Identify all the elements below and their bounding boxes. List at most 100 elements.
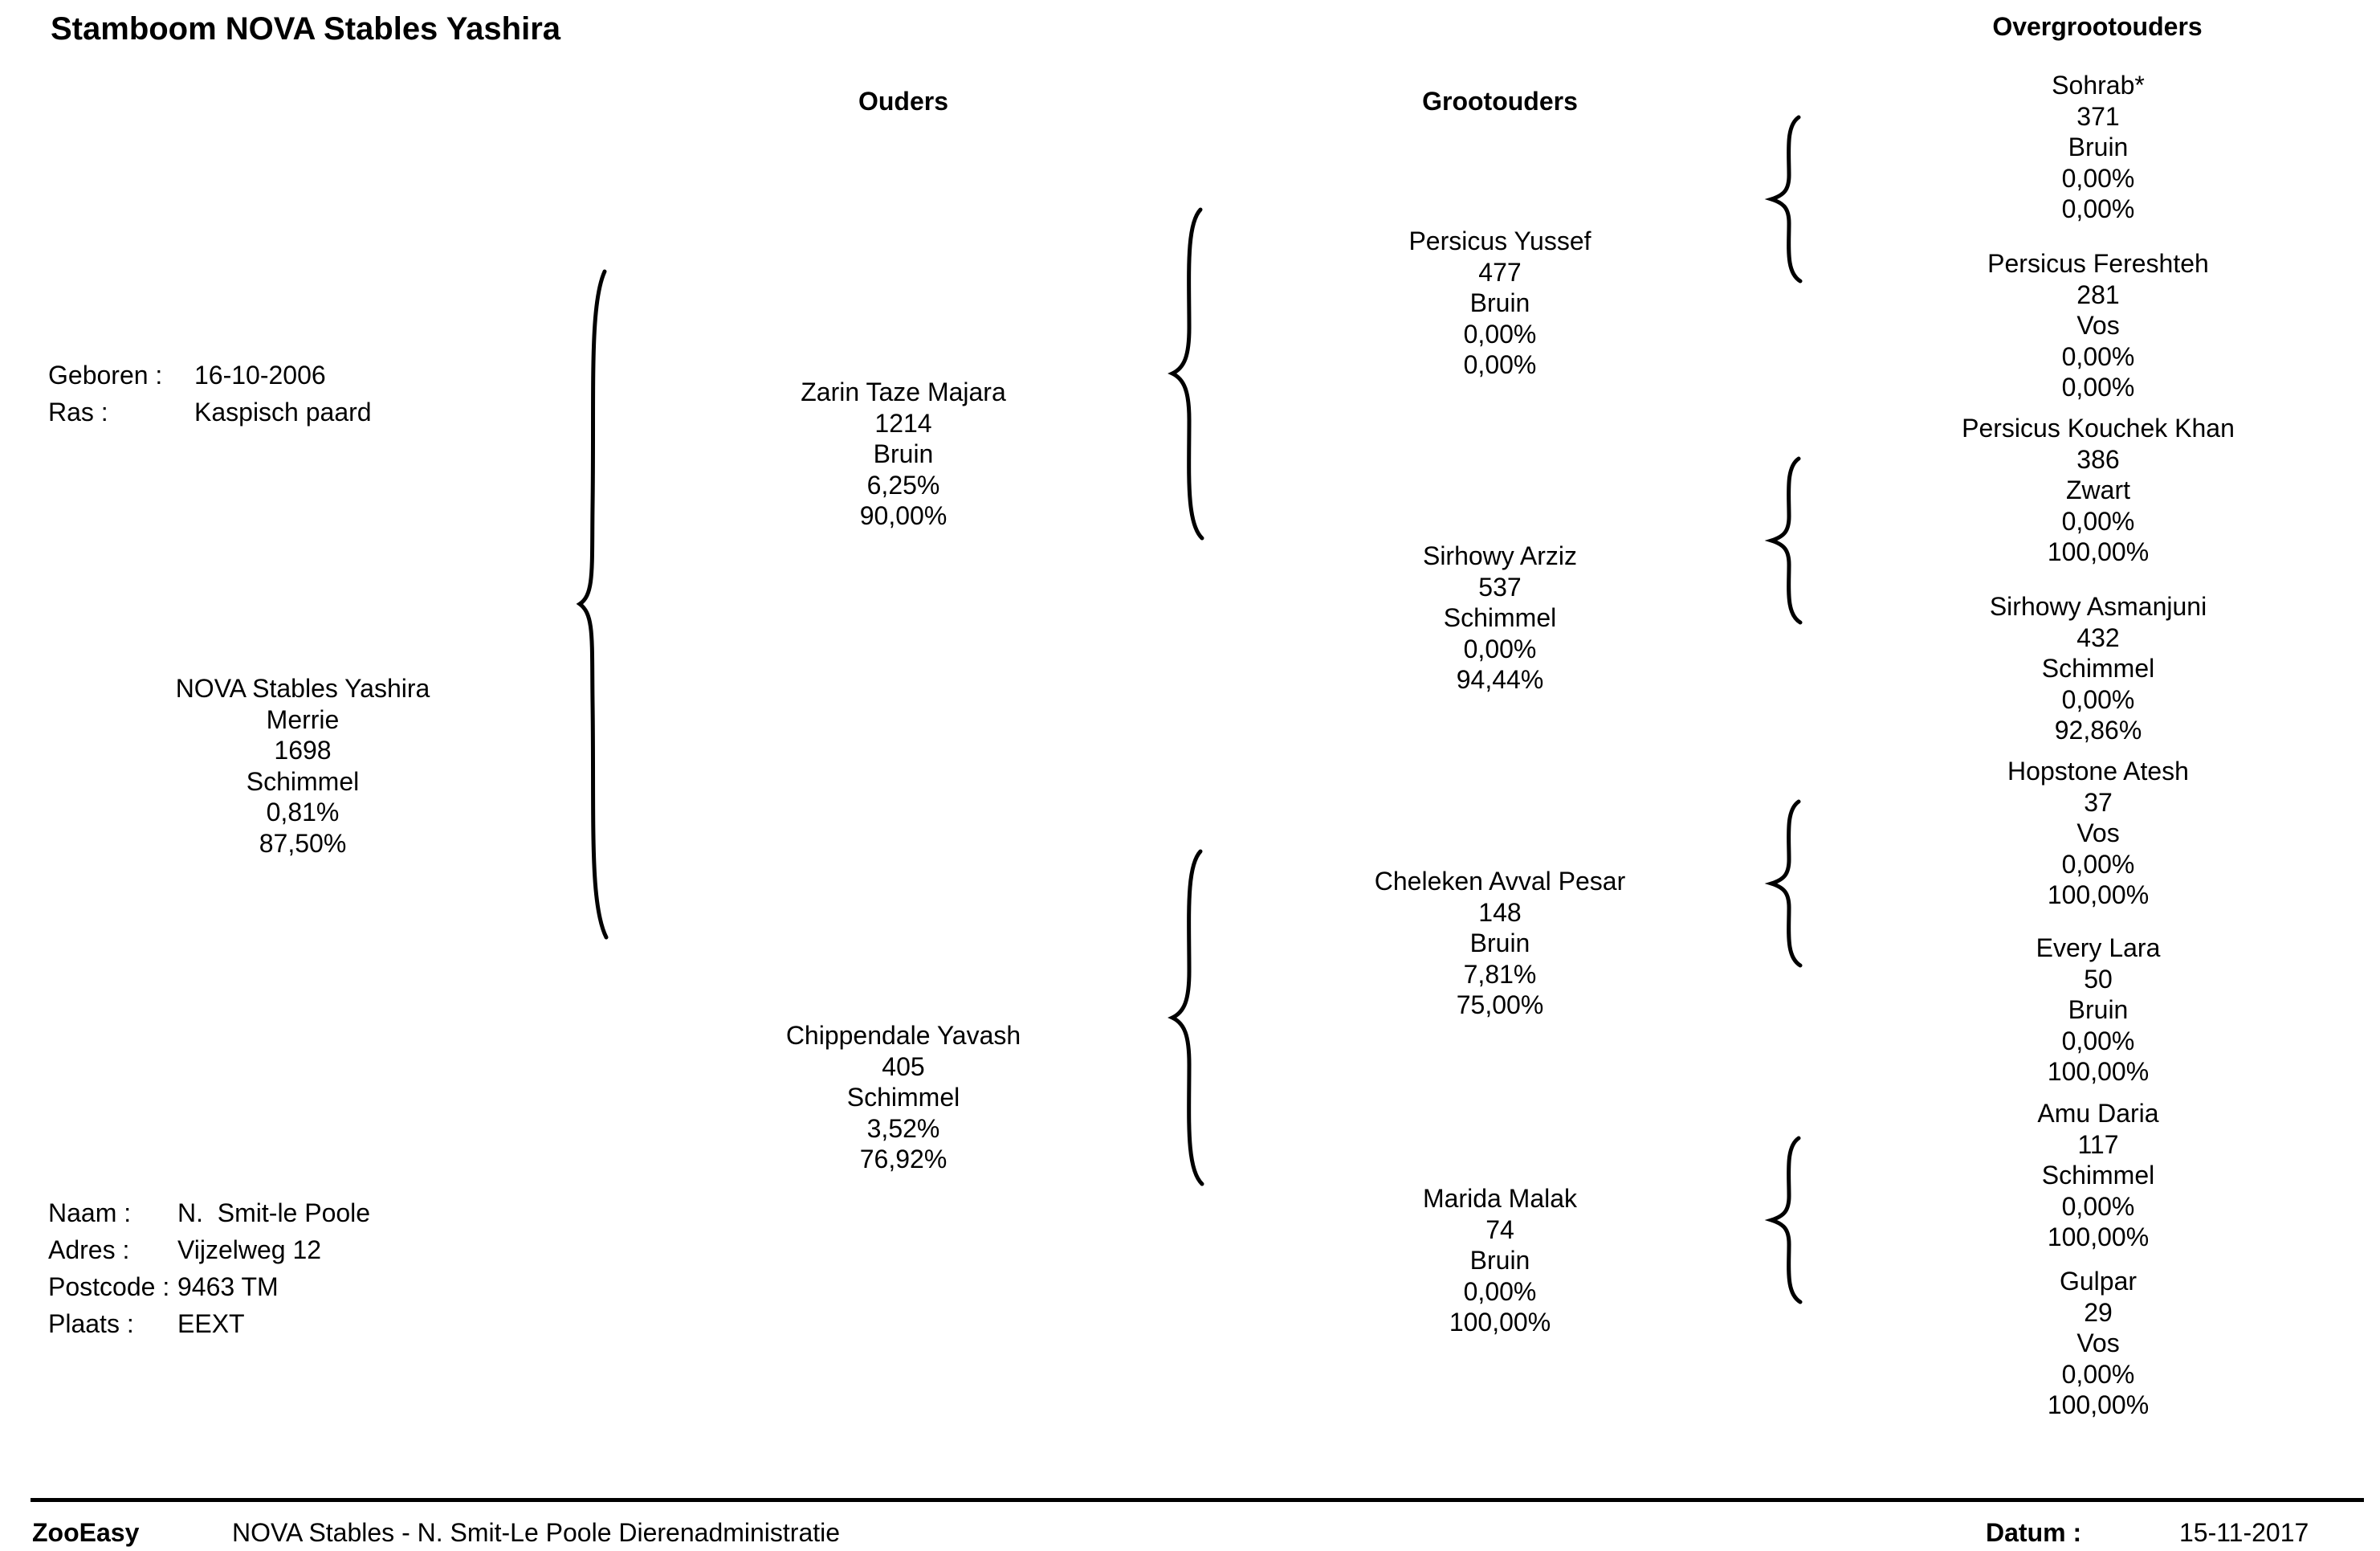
- great-grandparent-color: Vos: [2076, 311, 2120, 340]
- great-grandparent-node: Persicus Fereshteh 281 Vos 0,00% 0,00%: [1889, 248, 2307, 403]
- grandparent-color: Bruin: [1469, 288, 1530, 317]
- grandparent-name: Cheleken Avval Pesar: [1374, 867, 1626, 896]
- grandparent-name: Persicus Yussef: [1408, 227, 1591, 255]
- great-grandparent-number: 29: [2084, 1297, 2113, 1327]
- great-grandparent-name: Amu Daria: [2037, 1099, 2159, 1128]
- parent-pct2: 76,92%: [859, 1145, 948, 1173]
- great-grandparent-name: Sirhowy Asmanjuni: [1989, 592, 2207, 621]
- great-grandparent-number: 281: [2076, 280, 2120, 309]
- great-grandparent-color: Bruin: [2068, 995, 2129, 1024]
- parent-pct2: 90,00%: [859, 501, 948, 530]
- great-grandparent-color: Vos: [2076, 1329, 2120, 1357]
- grandparent-name: Sirhowy Arziz: [1422, 541, 1578, 570]
- great-grandparent-pct2: 92,86%: [2054, 716, 2142, 745]
- great-grandparent-name: Sohrab*: [2052, 71, 2145, 100]
- owner-city-value: EEXT: [177, 1309, 245, 1338]
- great-grandparent-number: 37: [2084, 787, 2113, 817]
- owner-postcode-label: Postcode :: [48, 1272, 170, 1301]
- great-grandparent-number: 117: [2077, 1129, 2119, 1159]
- footer-organization: NOVA Stables - N. Smit-Le Poole Dierenad…: [232, 1518, 841, 1547]
- subject-number: 1698: [274, 736, 332, 765]
- great-grandparent-pct1: 0,00%: [2061, 684, 2135, 714]
- great-grandparent-color: Schimmel: [2041, 654, 2155, 683]
- parent-pct1: 3,52%: [866, 1113, 940, 1143]
- brace-parent-bottom: [1168, 849, 1208, 1186]
- grandparent-node: Cheleken Avval Pesar 148 Bruin 7,81% 75,…: [1291, 866, 1709, 1021]
- great-grandparent-color: Vos: [2076, 818, 2120, 847]
- great-grandparent-pct1: 0,00%: [2061, 506, 2135, 536]
- grandparent-color: Bruin: [1469, 929, 1530, 957]
- grandparent-color: Bruin: [1469, 1246, 1530, 1275]
- brace-gp-3: [1764, 799, 1807, 968]
- header-parents: Ouders: [858, 87, 949, 116]
- great-grandparent-pct1: 0,00%: [2061, 341, 2135, 371]
- subject-color: Schimmel: [246, 766, 360, 796]
- great-grandparent-name: Gulpar: [2059, 1267, 2138, 1296]
- great-grandparent-name: Persicus Kouchek Khan: [1962, 414, 2235, 443]
- footer-app-name: ZooEasy: [32, 1518, 140, 1547]
- great-grandparent-node: Gulpar 29 Vos 0,00% 100,00%: [1889, 1266, 2307, 1421]
- parent-number: 1214: [874, 408, 932, 438]
- great-grandparent-node: Persicus Kouchek Khan 386 Zwart 0,00% 10…: [1889, 413, 2307, 568]
- great-grandparent-node: Sohrab* 371 Bruin 0,00% 0,00%: [1889, 70, 2307, 225]
- grandparent-node: Marida Malak 74 Bruin 0,00% 100,00%: [1291, 1183, 1709, 1338]
- great-grandparent-color: Schimmel: [2041, 1161, 2155, 1190]
- grandparent-pct2: 0,00%: [1463, 350, 1537, 379]
- parent-name: Zarin Taze Majara: [801, 378, 1006, 406]
- grandparent-color: Schimmel: [1443, 603, 1557, 632]
- great-grandparent-node: Hopstone Atesh 37 Vos 0,00% 100,00%: [1889, 756, 2307, 911]
- great-grandparent-color: Bruin: [2068, 133, 2129, 161]
- great-grandparent-number: 371: [2076, 101, 2120, 131]
- owner-name-value: N. Smit-le Poole: [177, 1198, 371, 1227]
- breed-value: Kaspisch paard: [194, 398, 372, 427]
- birth-info: Geboren : 16-10-2006 Ras : Kaspisch paard: [48, 357, 372, 431]
- great-grandparent-node: Sirhowy Asmanjuni 432 Schimmel 0,00% 92,…: [1889, 591, 2307, 746]
- owner-address-value: Vijzelweg 12: [177, 1235, 322, 1264]
- subject-pct2: 87,50%: [259, 828, 347, 858]
- great-grandparent-pct1: 0,00%: [2061, 163, 2135, 193]
- subject-sex: Merrie: [266, 704, 340, 734]
- grandparent-pct2: 94,44%: [1456, 665, 1544, 694]
- owner-name-label: Naam :: [48, 1198, 132, 1227]
- grandparent-node: Sirhowy Arziz 537 Schimmel 0,00% 94,44%: [1291, 541, 1709, 696]
- great-grandparent-pct2: 100,00%: [2047, 1057, 2150, 1086]
- great-grandparent-number: 50: [2084, 964, 2113, 994]
- great-grandparent-name: Persicus Fereshteh: [1987, 249, 2209, 278]
- great-grandparent-name: Every Lara: [2036, 933, 2161, 962]
- great-grandparent-pct1: 0,00%: [2061, 1026, 2135, 1055]
- great-grandparent-pct1: 0,00%: [2061, 1191, 2135, 1221]
- born-label: Geboren :: [48, 361, 163, 390]
- grandparent-pct1: 0,00%: [1463, 1276, 1537, 1306]
- grandparent-pct1: 0,00%: [1463, 634, 1537, 663]
- great-grandparent-pct2: 100,00%: [2047, 537, 2150, 566]
- great-grandparent-pct2: 0,00%: [2061, 373, 2135, 402]
- parent-node: Chippendale Yavash 405 Schimmel 3,52% 76…: [695, 1020, 1112, 1175]
- grandparent-number: 148: [1478, 897, 1522, 927]
- header-grandparents: Grootouders: [1422, 87, 1578, 116]
- great-grandparent-pct2: 0,00%: [2061, 194, 2135, 223]
- owner-city-label: Plaats :: [48, 1309, 134, 1338]
- header-great-grandparents: Overgrootouders: [1992, 12, 2203, 41]
- parent-node: Zarin Taze Majara 1214 Bruin 6,25% 90,00…: [695, 377, 1112, 532]
- born-value: 16-10-2006: [194, 361, 326, 390]
- great-grandparent-name: Hopstone Atesh: [2007, 757, 2189, 786]
- brace-parent-top: [1168, 207, 1208, 541]
- owner-address-label: Adres :: [48, 1235, 130, 1264]
- grandparent-pct1: 7,81%: [1463, 959, 1537, 989]
- subject-pct1: 0,81%: [266, 798, 340, 827]
- brace-gp-1: [1764, 115, 1807, 284]
- grandparent-pct1: 0,00%: [1463, 319, 1537, 349]
- parent-color: Bruin: [873, 439, 934, 468]
- grandparent-number: 74: [1485, 1214, 1514, 1244]
- great-grandparent-color: Zwart: [2066, 476, 2130, 504]
- grandparent-number: 537: [1478, 572, 1522, 602]
- great-grandparent-number: 386: [2076, 444, 2120, 474]
- owner-info: Naam : N. Smit-le Poole Adres : Vijzelweg …: [48, 1194, 370, 1342]
- grandparent-number: 477: [1478, 257, 1522, 287]
- grandparent-pct2: 75,00%: [1456, 990, 1544, 1019]
- parent-pct1: 6,25%: [866, 470, 940, 500]
- brace-gp-4: [1764, 1136, 1807, 1304]
- great-grandparent-pct1: 0,00%: [2061, 1359, 2135, 1389]
- grandparent-name: Marida Malak: [1422, 1184, 1578, 1213]
- grandparent-node: Persicus Yussef 477 Bruin 0,00% 0,00%: [1291, 226, 1709, 381]
